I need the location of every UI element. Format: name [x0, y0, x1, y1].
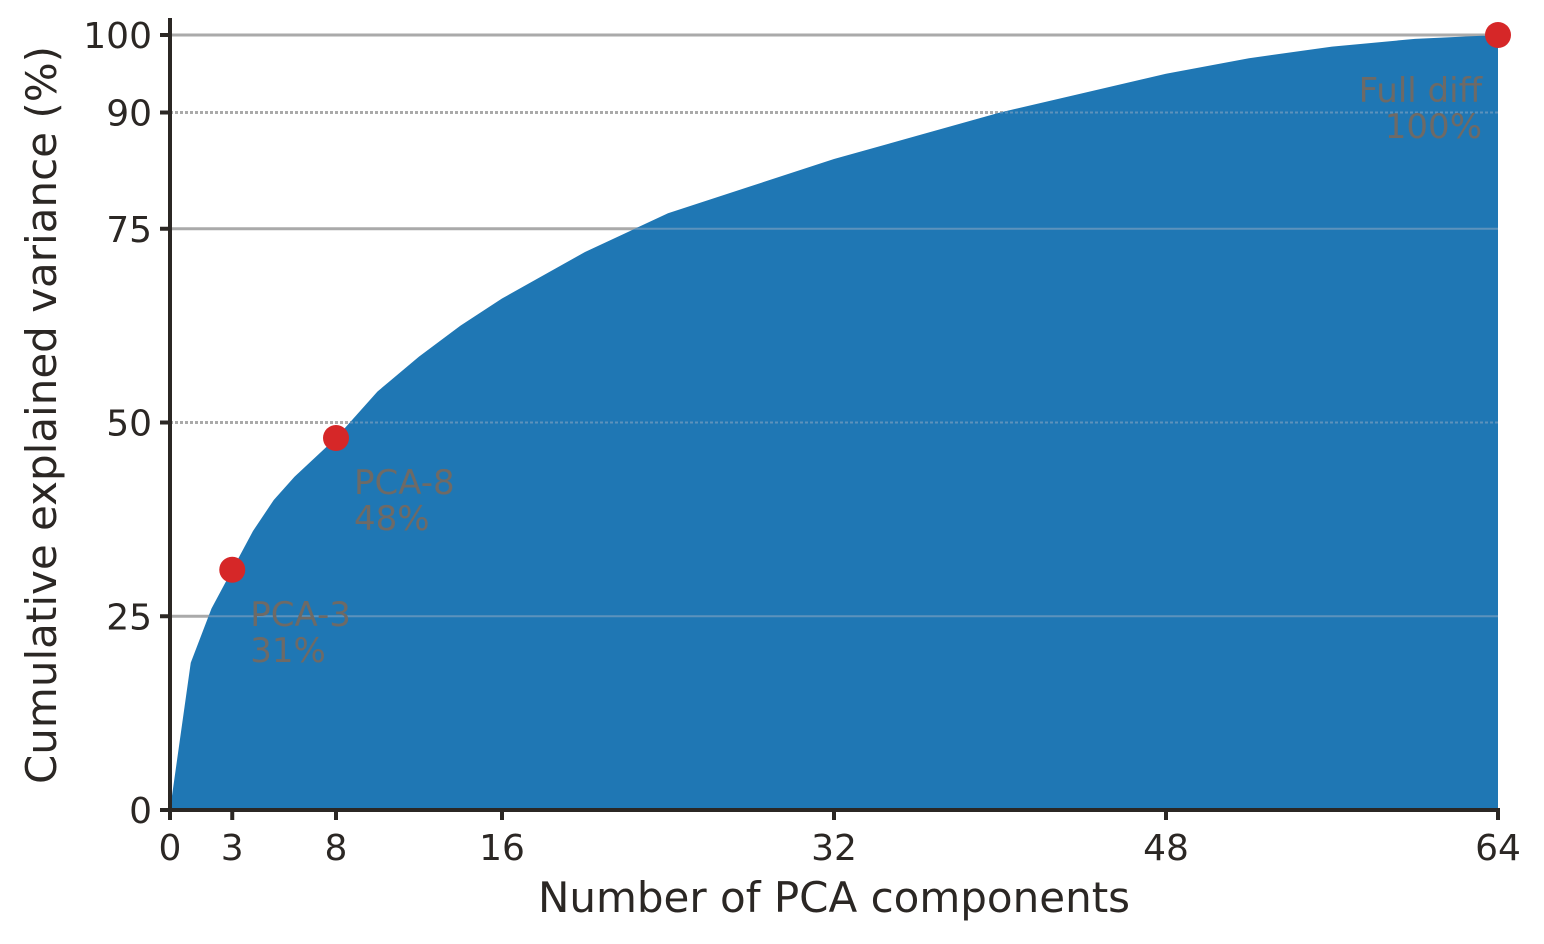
y-ticks: 0 25 50 75 90 100	[83, 16, 170, 832]
annotation-label: Full diff	[1359, 71, 1484, 111]
x-tick-label: 48	[1143, 828, 1189, 869]
annotation-value: 48%	[354, 499, 430, 539]
marker-pca-3	[219, 556, 246, 583]
y-axis-title: Cumulative explained variance (%)	[17, 46, 66, 784]
x-tick-label: 16	[479, 828, 525, 869]
y-tick-label: 100	[83, 16, 152, 57]
x-tick-label: 0	[159, 828, 182, 869]
annotation-label: PCA-3	[250, 595, 351, 635]
x-tick-label: 64	[1475, 828, 1521, 869]
y-tick-label: 50	[106, 404, 152, 445]
variance-area	[170, 35, 1498, 810]
y-tick-label: 75	[106, 210, 152, 251]
x-tick-label: 8	[325, 828, 348, 869]
annotation-value: 31%	[250, 631, 326, 671]
marker-pca-8	[323, 425, 349, 451]
x-tick-label: 32	[811, 828, 857, 869]
x-tick-label: 3	[221, 828, 244, 869]
y-tick-label: 0	[129, 791, 152, 832]
y-tick-label: 90	[106, 94, 152, 135]
annotation-value: 100%	[1385, 107, 1482, 147]
marker-full-diff	[1485, 22, 1511, 48]
x-ticks: 0 3 8 16 32 48 64	[159, 810, 1521, 869]
y-tick-label: 25	[106, 597, 152, 638]
annotation-label: PCA-8	[354, 463, 455, 503]
annotation-markers	[219, 22, 1511, 583]
x-axis-title: Number of PCA components	[538, 873, 1130, 922]
